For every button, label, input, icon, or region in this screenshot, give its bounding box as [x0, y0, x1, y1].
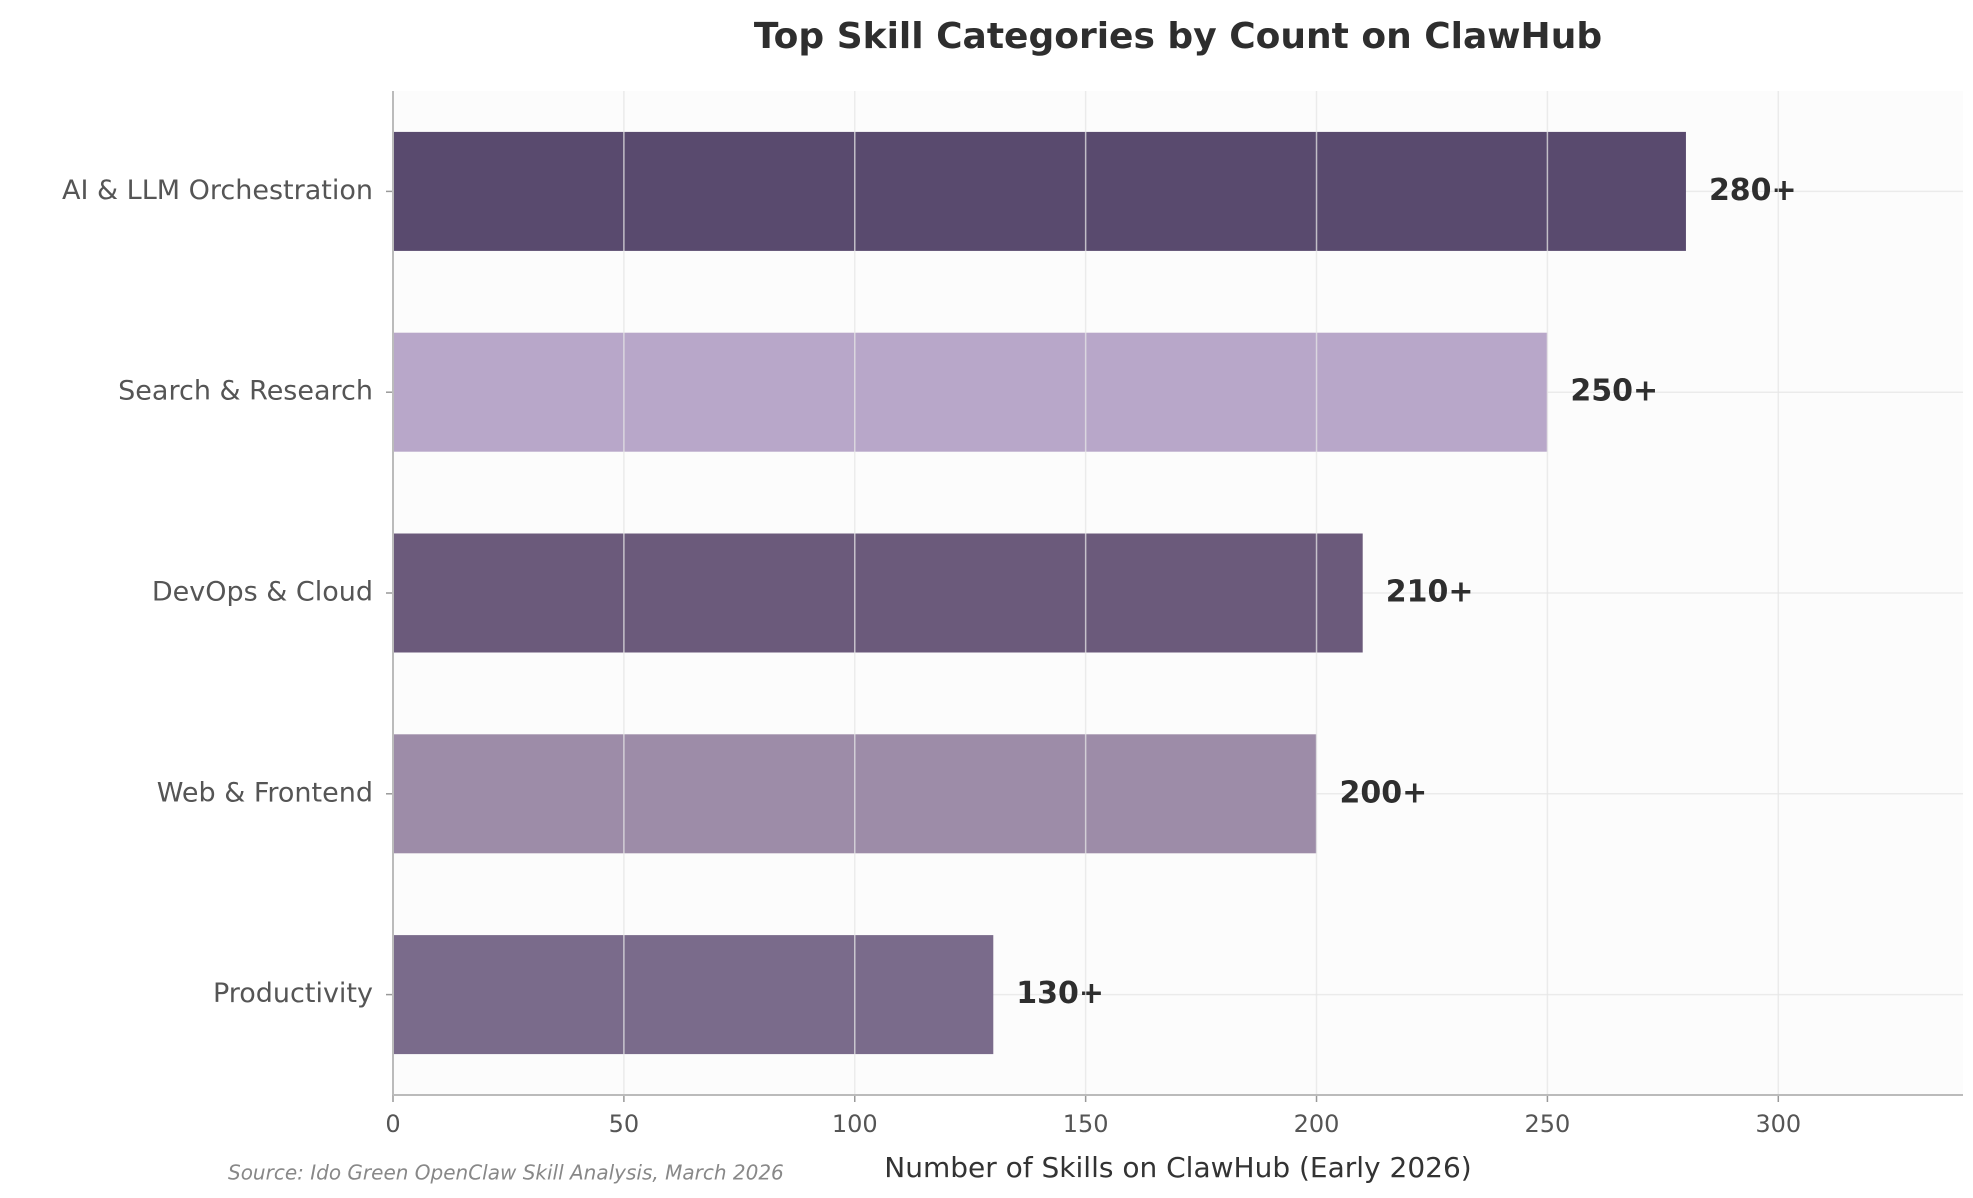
y-tick-label: DevOps & Cloud	[152, 577, 373, 608]
y-tick-label: Search & Research	[118, 376, 373, 407]
x-axis-label: Number of Skills on ClawHub (Early 2026)	[884, 1151, 1471, 1184]
chart-title: Top Skill Categories by Count on ClawHub	[754, 16, 1602, 57]
value-label: 280+	[1709, 173, 1797, 208]
bar	[393, 533, 1363, 653]
y-tick-label: Productivity	[213, 978, 373, 1009]
bar	[393, 935, 994, 1055]
value-label: 130+	[1016, 976, 1104, 1011]
source-note: Source: Ido Green OpenClaw Skill Analysi…	[228, 1161, 784, 1185]
y-tick-label: AI & LLM Orchestration	[62, 175, 373, 206]
x-tick-label: 0	[385, 1110, 400, 1138]
x-tick-label: 50	[609, 1110, 640, 1138]
bar	[393, 332, 1548, 452]
x-tick-label: 200	[1294, 1110, 1340, 1138]
x-tick-label: 300	[1755, 1110, 1801, 1138]
y-tick-label: Web & Frontend	[157, 777, 373, 808]
x-tick-label: 250	[1525, 1110, 1571, 1138]
value-label: 250+	[1570, 374, 1658, 409]
bar	[393, 131, 1686, 251]
value-label: 210+	[1386, 575, 1474, 610]
x-tick-label: 150	[1063, 1110, 1109, 1138]
x-tick-label: 100	[832, 1110, 878, 1138]
value-label: 200+	[1340, 775, 1428, 810]
